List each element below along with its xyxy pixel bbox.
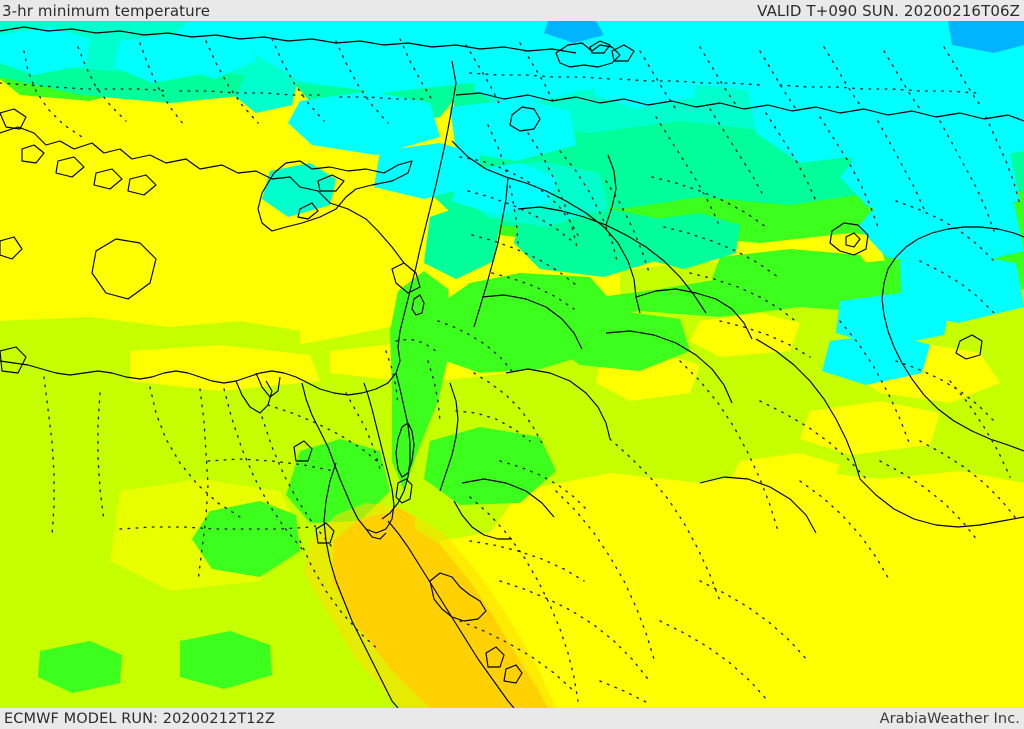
temperature-contour-map bbox=[0, 21, 1024, 708]
forecast-map-canvas[interactable] bbox=[0, 21, 1024, 708]
band-cyan bbox=[0, 21, 1024, 385]
page-title: 3-hr minimum temperature bbox=[2, 1, 211, 20]
subnational-borders-layer bbox=[0, 38, 1021, 704]
model-run-label: ECMWF MODEL RUN: 20200212T12Z bbox=[4, 710, 275, 727]
band-gold-soft-edge bbox=[304, 503, 556, 708]
coastlines-layer bbox=[0, 26, 1024, 708]
header-bar: 3-hr minimum temperature VALID T+090 SUN… bbox=[0, 0, 1024, 21]
band-deep-sky-blue bbox=[544, 21, 1024, 53]
valid-time-label: VALID T+090 SUN. 20200216T06Z bbox=[757, 1, 1020, 20]
attribution-label: ArabiaWeather Inc. bbox=[879, 710, 1020, 727]
footer-bar: ECMWF MODEL RUN: 20200212T12Z ArabiaWeat… bbox=[0, 708, 1024, 729]
